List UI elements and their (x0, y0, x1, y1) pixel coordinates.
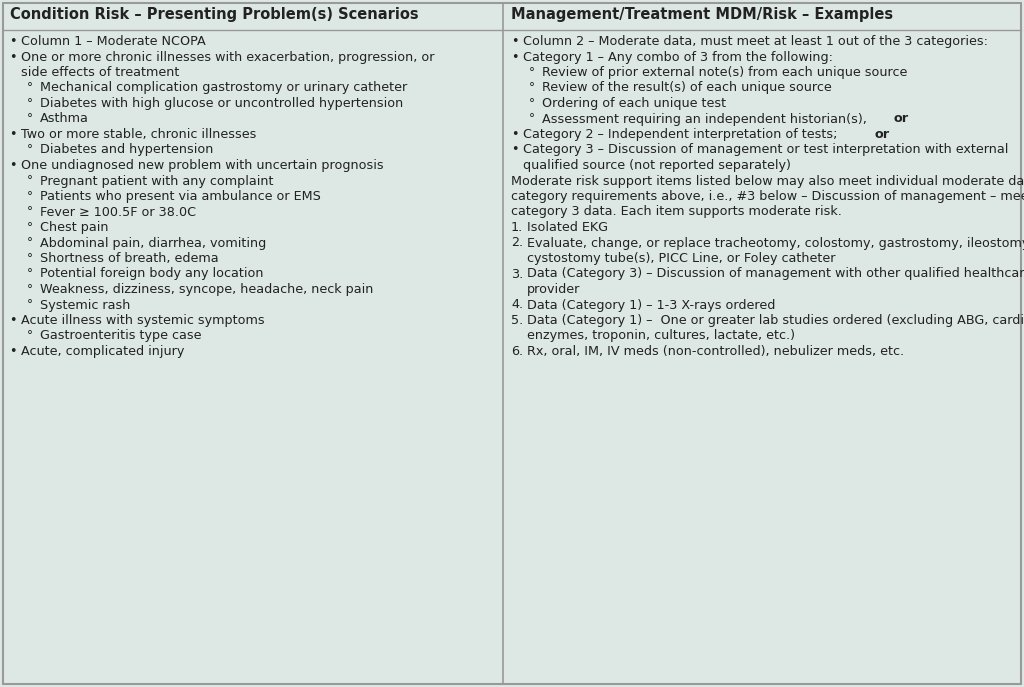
Text: Condition Risk – Presenting Problem(s) Scenarios: Condition Risk – Presenting Problem(s) S… (10, 7, 419, 22)
Text: •: • (9, 35, 16, 48)
Text: category 3 data. Each item supports moderate risk.: category 3 data. Each item supports mode… (511, 205, 842, 218)
Text: •: • (9, 159, 16, 172)
Text: Weakness, dizziness, syncope, headache, neck pain: Weakness, dizziness, syncope, headache, … (40, 283, 374, 296)
Text: Two or more stable, chronic illnesses: Two or more stable, chronic illnesses (22, 128, 256, 141)
Text: Management/Treatment MDM/Risk – Examples: Management/Treatment MDM/Risk – Examples (511, 7, 893, 22)
Text: Chest pain: Chest pain (40, 221, 109, 234)
Text: Category 3 – Discussion of management or test interpretation with external: Category 3 – Discussion of management or… (523, 144, 1009, 157)
Text: Patients who present via ambulance or EMS: Patients who present via ambulance or EM… (40, 190, 321, 203)
Text: qualified source (not reported separately): qualified source (not reported separatel… (523, 159, 791, 172)
Text: Potential foreign body any location: Potential foreign body any location (40, 267, 263, 280)
Text: °: ° (27, 267, 33, 280)
Text: Mechanical complication gastrostomy or urinary catheter: Mechanical complication gastrostomy or u… (40, 82, 408, 95)
Text: or: or (874, 128, 890, 141)
Text: °: ° (529, 113, 535, 126)
Text: Category 2 – Independent interpretation of tests;: Category 2 – Independent interpretation … (523, 128, 842, 141)
Text: Assessment requiring an independent historian(s),: Assessment requiring an independent hist… (542, 113, 870, 126)
Text: Acute illness with systemic symptoms: Acute illness with systemic symptoms (22, 314, 264, 327)
Text: •: • (511, 128, 518, 141)
Text: °: ° (27, 205, 33, 218)
Text: °: ° (27, 113, 33, 126)
Text: Systemic rash: Systemic rash (40, 298, 130, 311)
Text: °: ° (27, 174, 33, 188)
Text: category requirements above, i.e., #3 below – Discussion of management – meets: category requirements above, i.e., #3 be… (511, 190, 1024, 203)
Text: °: ° (27, 190, 33, 203)
Text: °: ° (27, 298, 33, 311)
Text: Shortness of breath, edema: Shortness of breath, edema (40, 252, 219, 265)
Text: °: ° (27, 221, 33, 234)
Text: Asthma: Asthma (40, 113, 89, 126)
Text: provider: provider (527, 283, 581, 296)
Text: •: • (511, 35, 518, 48)
Text: °: ° (529, 82, 535, 95)
Text: °: ° (27, 330, 33, 343)
Text: •: • (9, 345, 16, 358)
Text: 3.: 3. (511, 267, 523, 280)
Text: Isolated EKG: Isolated EKG (527, 221, 608, 234)
Text: One undiagnosed new problem with uncertain prognosis: One undiagnosed new problem with uncerta… (22, 159, 384, 172)
Text: Evaluate, change, or replace tracheotomy, colostomy, gastrostomy, ileostomy,: Evaluate, change, or replace tracheotomy… (527, 236, 1024, 249)
Text: •: • (9, 314, 16, 327)
Text: 1.: 1. (511, 221, 523, 234)
Text: •: • (511, 144, 518, 157)
Text: 6.: 6. (511, 345, 523, 358)
Text: Rx, oral, IM, IV meds (non-controlled), nebulizer meds, etc.: Rx, oral, IM, IV meds (non-controlled), … (527, 345, 904, 358)
Text: •: • (9, 51, 16, 63)
Text: Abdominal pain, diarrhea, vomiting: Abdominal pain, diarrhea, vomiting (40, 236, 266, 249)
Text: 2.: 2. (511, 236, 523, 249)
Text: °: ° (529, 97, 535, 110)
Text: •: • (511, 51, 518, 63)
Text: Data (Category 1) –  One or greater lab studies ordered (excluding ABG, cardiac: Data (Category 1) – One or greater lab s… (527, 314, 1024, 327)
Text: °: ° (27, 252, 33, 265)
Text: Fever ≥ 100.5F or 38.0C: Fever ≥ 100.5F or 38.0C (40, 205, 197, 218)
Text: °: ° (27, 97, 33, 110)
Text: •: • (9, 128, 16, 141)
Text: Column 1 – Moderate NCOPA: Column 1 – Moderate NCOPA (22, 35, 206, 48)
Text: Ordering of each unique test: Ordering of each unique test (542, 97, 726, 110)
Text: cystostomy tube(s), PICC Line, or Foley catheter: cystostomy tube(s), PICC Line, or Foley … (527, 252, 836, 265)
Text: °: ° (529, 66, 535, 79)
Text: Review of prior external note(s) from each unique source: Review of prior external note(s) from ea… (542, 66, 907, 79)
Text: Gastroenteritis type case: Gastroenteritis type case (40, 330, 202, 343)
Text: °: ° (27, 82, 33, 95)
Text: Review of the result(s) of each unique source: Review of the result(s) of each unique s… (542, 82, 831, 95)
Text: Pregnant patient with any complaint: Pregnant patient with any complaint (40, 174, 273, 188)
Text: °: ° (27, 144, 33, 157)
Text: 4.: 4. (511, 298, 523, 311)
Text: One or more chronic illnesses with exacerbation, progression, or: One or more chronic illnesses with exace… (22, 51, 434, 63)
Text: Data (Category 1) – 1-3 X-rays ordered: Data (Category 1) – 1-3 X-rays ordered (527, 298, 775, 311)
Text: 5.: 5. (511, 314, 523, 327)
Text: enzymes, troponin, cultures, lactate, etc.): enzymes, troponin, cultures, lactate, et… (527, 330, 795, 343)
Text: Diabetes with high glucose or uncontrolled hypertension: Diabetes with high glucose or uncontroll… (40, 97, 403, 110)
Text: °: ° (27, 236, 33, 249)
Text: Diabetes and hypertension: Diabetes and hypertension (40, 144, 213, 157)
Text: Column 2 – Moderate data, must meet at least 1 out of the 3 categories:: Column 2 – Moderate data, must meet at l… (523, 35, 988, 48)
Text: Category 1 – Any combo of 3 from the following:: Category 1 – Any combo of 3 from the fol… (523, 51, 833, 63)
Text: or: or (893, 113, 908, 126)
Text: side effects of treatment: side effects of treatment (22, 66, 179, 79)
Text: °: ° (27, 283, 33, 296)
Text: Acute, complicated injury: Acute, complicated injury (22, 345, 184, 358)
Text: Moderate risk support items listed below may also meet individual moderate data: Moderate risk support items listed below… (511, 174, 1024, 188)
Text: Data (Category 3) – Discussion of management with other qualified healthcare: Data (Category 3) – Discussion of manage… (527, 267, 1024, 280)
